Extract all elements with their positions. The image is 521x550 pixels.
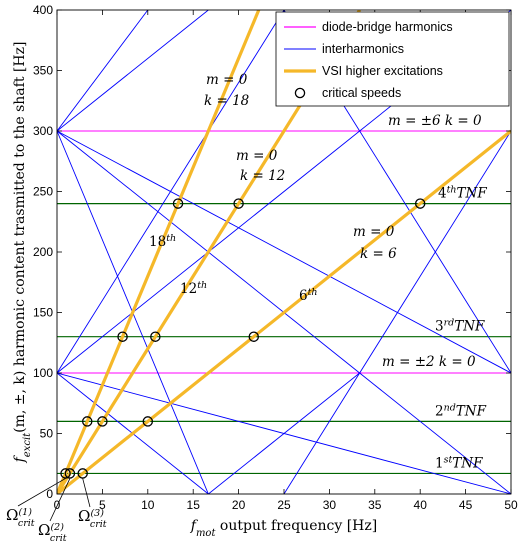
critical-speed-label-2: Ω(2) crit xyxy=(38,521,67,544)
vsi-k-label-k6: k = 6 xyxy=(360,246,397,262)
legend-label-2: interharmonics xyxy=(322,42,404,56)
critical-speed-marker-6 xyxy=(248,331,260,342)
x-tick-label: 20 xyxy=(232,498,246,512)
vsi-k-label-k12: k = 12 xyxy=(240,168,285,184)
vsi-line-k6 xyxy=(57,129,511,494)
vsi-m-label-k18: m = 0 xyxy=(206,72,248,88)
legend-box xyxy=(275,11,510,107)
legend-label-1: diode-bridge harmonics xyxy=(322,20,453,34)
critical-speed-label-1: Ω(1) crit xyxy=(6,506,35,529)
critical-speed-marker-3 xyxy=(414,198,426,209)
critical-speed-marker-5 xyxy=(150,331,161,342)
legend-label-3: VSI higher excitations xyxy=(322,64,443,78)
critical-speed-leader-2 xyxy=(49,478,71,522)
y-tick-label: 400 xyxy=(33,3,53,17)
interharmonic-line-12 xyxy=(283,372,361,494)
y-axis-label: fexcit(m, ±, k) harmonic content trasmit… xyxy=(12,42,33,464)
interharmonic-line-11 xyxy=(359,372,511,494)
vsi-order-label-k6: 6th xyxy=(299,287,318,305)
y-tick-label: 250 xyxy=(33,185,53,199)
x-tick-label: 15 xyxy=(187,498,201,512)
diode-harmonic-label-1: m = ±2 k = 0 xyxy=(382,354,476,370)
x-tick-label: 30 xyxy=(323,498,337,512)
x-tick-label: 50 xyxy=(504,498,518,512)
x-tick-label: 35 xyxy=(368,498,382,512)
diode-harmonic-label-2: m = ±6 k = 0 xyxy=(388,113,482,129)
critical-speed-marker-2 xyxy=(233,198,244,209)
x-tick-label: 5 xyxy=(99,498,106,512)
tnf-label-1: 1stTNF xyxy=(435,454,483,472)
y-tick-label: 0 xyxy=(46,487,53,501)
x-tick-label: 40 xyxy=(414,498,428,512)
vsi-k-label-k18: k = 18 xyxy=(204,93,250,109)
x-axis-label: fmot output frequency [Hz] xyxy=(190,518,377,539)
legend-swatch-critical xyxy=(294,87,306,99)
tnf-label-3: 3rdTNF xyxy=(435,317,485,335)
vsi-line-k18 xyxy=(57,10,261,494)
y-tick-label: 300 xyxy=(33,124,53,138)
y-tick-label: 350 xyxy=(33,64,53,78)
x-tick-label: 25 xyxy=(277,498,291,512)
vsi-m-label-k6: m = 0 xyxy=(353,224,395,240)
legend-label-4: critical speeds xyxy=(322,86,401,100)
interharmonic-line-7 xyxy=(57,10,285,374)
critical-speed-marker-11 xyxy=(64,468,76,479)
critical-speed-marker-8 xyxy=(97,416,108,427)
critical-speed-leader-3 xyxy=(82,478,91,508)
critical-speed-marker-12 xyxy=(77,468,88,479)
critical-speed-label-3: Ω(3) crit xyxy=(78,507,107,530)
tnf-label-2: 2ndTNF xyxy=(435,402,487,420)
interharmonic-line-3 xyxy=(57,130,511,374)
x-tick-label: 45 xyxy=(459,498,473,512)
critical-speed-marker-7 xyxy=(81,416,93,427)
vsi-m-label-k12: m = 0 xyxy=(236,148,278,164)
critical-speed-marker-9 xyxy=(142,416,154,427)
y-tick-label: 200 xyxy=(33,245,53,259)
interharmonic-line-8 xyxy=(57,10,209,132)
y-tick-label: 50 xyxy=(40,427,54,441)
vsi-order-label-k18: 18th xyxy=(149,233,176,251)
critical-speed-marker-10 xyxy=(60,468,71,479)
critical-speed-leader-1 xyxy=(17,478,66,507)
y-tick-label: 100 xyxy=(33,366,53,380)
interharmonic-line-13 xyxy=(208,372,360,494)
y-tick-label: 150 xyxy=(33,306,53,320)
x-tick-label: 10 xyxy=(141,498,155,512)
critical-speed-marker-4 xyxy=(117,331,128,342)
critical-speed-marker-1 xyxy=(172,198,184,209)
interharmonic-line-14 xyxy=(359,130,511,374)
interharmonic-line-9 xyxy=(57,10,149,132)
vsi-order-label-k12: 12th xyxy=(180,280,207,298)
tnf-label-4: 4thTNF xyxy=(438,184,487,202)
